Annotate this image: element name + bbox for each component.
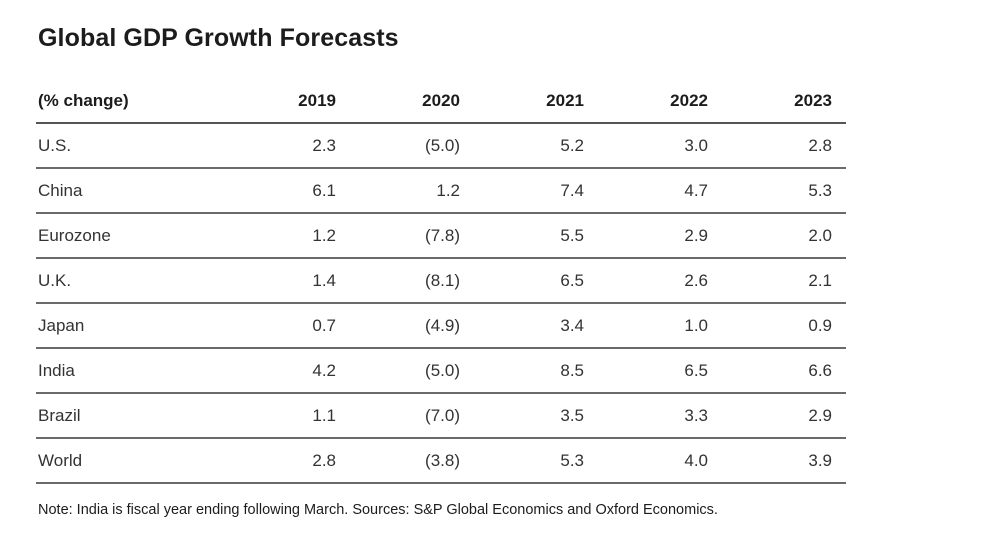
table-cell: 3.9 <box>722 438 846 484</box>
table-cell: 0.9 <box>722 303 846 349</box>
table-row: Brazil 1.1 (7.0) 3.5 3.3 2.9 <box>36 393 846 439</box>
table-cell: 3.0 <box>598 123 722 169</box>
table-cell: 6.5 <box>598 348 722 394</box>
header-row: (% change) 2019 2020 2021 2022 2023 <box>36 80 846 124</box>
table-cell: (5.0) <box>350 123 474 169</box>
table-row: Japan 0.7 (4.9) 3.4 1.0 0.9 <box>36 303 846 349</box>
table-cell: (5.0) <box>350 348 474 394</box>
table-cell: 2.6 <box>598 258 722 304</box>
table-cell: (7.0) <box>350 393 474 439</box>
table-cell: 2.9 <box>598 213 722 259</box>
column-header: 2023 <box>722 80 846 124</box>
table-cell: 3.3 <box>598 393 722 439</box>
table-cell: 2.3 <box>226 123 350 169</box>
table-cell: 4.0 <box>598 438 722 484</box>
table-cell: 0.7 <box>226 303 350 349</box>
table-cell: 5.2 <box>474 123 598 169</box>
table-cell: 6.6 <box>722 348 846 394</box>
table-cell: 6.1 <box>226 168 350 214</box>
table-row: India 4.2 (5.0) 8.5 6.5 6.6 <box>36 348 846 394</box>
column-header: 2020 <box>350 80 474 124</box>
table-cell: 5.3 <box>722 168 846 214</box>
table-cell: 5.3 <box>474 438 598 484</box>
table-cell: 1.2 <box>350 168 474 214</box>
row-label: Brazil <box>36 393 226 439</box>
table-cell: 8.5 <box>474 348 598 394</box>
table-cell: (4.9) <box>350 303 474 349</box>
table-row: Eurozone 1.2 (7.8) 5.5 2.9 2.0 <box>36 213 846 259</box>
table-cell: 3.4 <box>474 303 598 349</box>
row-header-label: (% change) <box>36 80 226 124</box>
row-label: World <box>36 438 226 484</box>
table-cell: 2.0 <box>722 213 846 259</box>
table-cell: 3.5 <box>474 393 598 439</box>
table-cell: 5.5 <box>474 213 598 259</box>
column-header: 2022 <box>598 80 722 124</box>
table-cell: 4.2 <box>226 348 350 394</box>
table-cell: 2.8 <box>722 123 846 169</box>
table-cell: (3.8) <box>350 438 474 484</box>
row-label: Eurozone <box>36 213 226 259</box>
table-row: China 6.1 1.2 7.4 4.7 5.3 <box>36 168 846 214</box>
table-cell: 1.1 <box>226 393 350 439</box>
table-row: U.K. 1.4 (8.1) 6.5 2.6 2.1 <box>36 258 846 304</box>
table-cell: 1.4 <box>226 258 350 304</box>
table-cell: 1.0 <box>598 303 722 349</box>
column-header: 2019 <box>226 80 350 124</box>
table-cell: 2.1 <box>722 258 846 304</box>
table-cell: 2.8 <box>226 438 350 484</box>
row-label: U.K. <box>36 258 226 304</box>
table-cell: 2.9 <box>722 393 846 439</box>
row-label: India <box>36 348 226 394</box>
row-label: U.S. <box>36 123 226 169</box>
chart-title: Global GDP Growth Forecasts <box>38 24 399 52</box>
gdp-forecast-table: (% change) 2019 2020 2021 2022 2023 U.S.… <box>36 80 846 484</box>
row-label: China <box>36 168 226 214</box>
table-cell: 7.4 <box>474 168 598 214</box>
row-label: Japan <box>36 303 226 349</box>
table-cell: 1.2 <box>226 213 350 259</box>
table-cell: 6.5 <box>474 258 598 304</box>
footnote: Note: India is fiscal year ending follow… <box>38 502 718 518</box>
table-row: U.S. 2.3 (5.0) 5.2 3.0 2.8 <box>36 123 846 169</box>
table-cell: 4.7 <box>598 168 722 214</box>
column-header: 2021 <box>474 80 598 124</box>
table-cell: (8.1) <box>350 258 474 304</box>
table-cell: (7.8) <box>350 213 474 259</box>
table-row: World 2.8 (3.8) 5.3 4.0 3.9 <box>36 438 846 484</box>
